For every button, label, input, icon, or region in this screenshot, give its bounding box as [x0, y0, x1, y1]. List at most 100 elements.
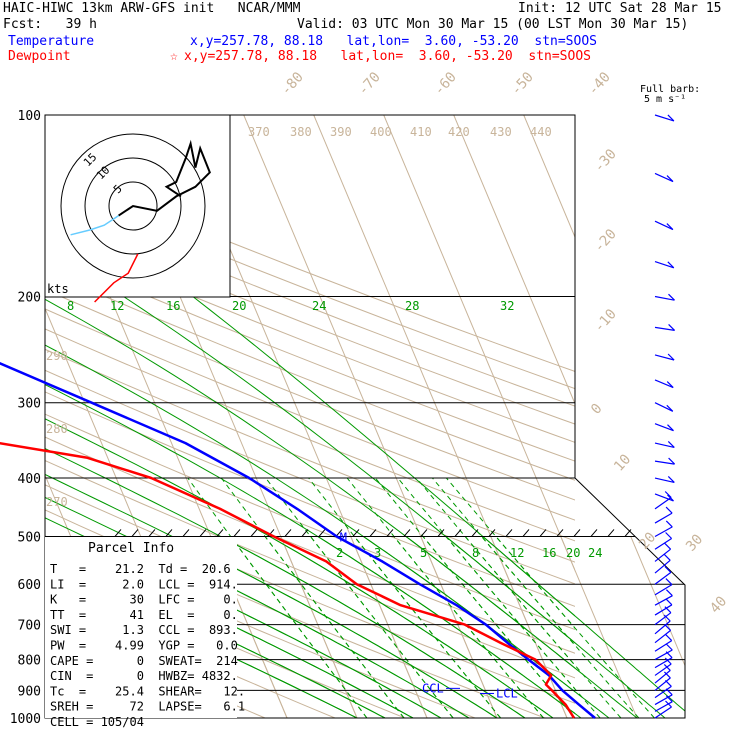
isotherm-line [420, 537, 498, 718]
wind-barb [654, 629, 671, 644]
isotherm-line [490, 537, 568, 718]
dry-adiabat-line [45, 181, 575, 390]
freezing-tick [199, 529, 207, 537]
pressure-label: 500 [18, 530, 41, 545]
dry-adiabat-label: 400 [370, 125, 392, 139]
moist-adiabat-line [269, 537, 554, 718]
wind-barb [654, 220, 674, 231]
dry-adiabat-label: 270 [46, 495, 68, 509]
wind-barb-flag [665, 532, 673, 539]
isotherm-label: -20 [591, 226, 620, 256]
wind-barb [654, 512, 673, 524]
isotherm-line [0, 115, 7, 718]
mixing-ratio-label: 8 [472, 546, 479, 560]
wind-barb [654, 584, 673, 596]
dry-adiabat-line [45, 233, 575, 443]
wind-barb [654, 571, 672, 585]
barb-legend-line1: Full barb: [640, 84, 701, 95]
mixing-ratio-line [495, 537, 655, 718]
isotherm-line [210, 537, 288, 718]
moist-adiabat-line [482, 537, 685, 712]
wind-barb-flag [666, 404, 674, 412]
isotherm-line [453, 115, 575, 406]
mixing-ratio-label: 32 [500, 299, 514, 313]
freezing-tick [556, 529, 564, 537]
freezing-tick [386, 529, 394, 537]
mixing-ratio-label: 24 [588, 546, 602, 560]
pressure-label: 700 [18, 619, 41, 634]
moist-adiabat-line [220, 537, 526, 718]
freezing-tick [437, 529, 445, 537]
freezing-tick [505, 529, 513, 537]
dry-adiabat-line [45, 328, 575, 542]
pressure-label: 800 [18, 654, 41, 669]
wind-barb [654, 620, 671, 635]
wind-barb-flag [663, 553, 671, 561]
mixing-ratio-label: 28 [405, 299, 419, 313]
parcel-info-row: K = 30 LFC = 0. [50, 593, 238, 607]
mixing-ratio-line [375, 477, 575, 718]
hodograph-ring [60, 133, 206, 279]
parcel-info-row: TT = 41 EL = 0. [50, 608, 238, 622]
temperature-trace [0, 362, 596, 719]
wind-barb-flag [668, 323, 676, 331]
wind-barb [654, 694, 673, 706]
isotherm-line [560, 537, 638, 718]
wind-barb-flag [664, 623, 672, 631]
valid-time: Valid: 03 UTC Mon 30 Mar 15 (00 LST Mon … [297, 17, 689, 32]
isotherm-label: -70 [355, 69, 384, 99]
mixing-ratio-label: 2 [336, 546, 343, 560]
isotherm-label: -50 [508, 69, 537, 99]
parcel-info-panel: Parcel Info T = 21.2 Td = 20.6LI = 2.0 LC… [45, 537, 245, 729]
moist-adiabat-line [445, 537, 666, 718]
moist-adiabat-line [172, 537, 498, 718]
freezing-tick [624, 529, 632, 537]
parcel-info-row: SREH = 72 LAPSE= 6.1 [50, 700, 245, 714]
ccl-label: CCL [422, 681, 444, 695]
wind-barb [654, 640, 673, 652]
wind-barb-flag [664, 606, 672, 614]
parcel-info-row: CIN = 0 HWBZ= 4832. [50, 669, 238, 683]
isotherm-label: 30 [683, 531, 706, 554]
parcel-info-row: CAPE = 0 SWEAT= 214 [50, 654, 238, 668]
hodograph-trace-main [118, 139, 211, 217]
wind-barb [654, 172, 674, 183]
dry-adiabat-label: 420 [448, 125, 470, 139]
wind-barb-flag [664, 491, 672, 498]
isotherm-label: -60 [431, 69, 460, 99]
dry-adiabat-label: 410 [410, 125, 432, 139]
parcel-info-row: T = 21.2 Td = 20.6 [50, 562, 231, 576]
freezing-tick [352, 529, 360, 537]
mixing-ratio-line [432, 477, 575, 647]
freezing-tick [148, 529, 156, 537]
parcel-info-title: Parcel Info [88, 541, 174, 556]
wind-barb [654, 423, 674, 432]
isotherm-label: 0 [588, 401, 606, 418]
freezing-tick [114, 529, 122, 537]
mixing-ratio-label: 20 [566, 546, 580, 560]
wind-barb-flag [667, 424, 674, 432]
dewpoint-legend-info: x,y=257.78, 88.18 lat,lon= 3.60, -53.20 … [184, 49, 591, 64]
moist-adiabat-line [405, 537, 638, 718]
dry-adiabat-line [45, 391, 575, 607]
wind-barb-flag [665, 589, 673, 597]
dry-adiabat-label: 370 [248, 125, 270, 139]
dry-adiabat-line [45, 413, 575, 631]
isotherm-line [594, 115, 740, 718]
dewpoint-legend-label: Dewpoint [8, 49, 71, 64]
wind-barb-flag [665, 700, 672, 708]
wind-barb-flag [665, 520, 673, 528]
dry-adiabat-line [45, 198, 575, 407]
pressure-axis-labels: 100 200 300 400 500 600 700 800 900 1000 [10, 109, 41, 727]
dry-adiabat-label: 390 [330, 125, 352, 139]
mixing-ratio-label: 5 [420, 546, 427, 560]
wind-barb [654, 526, 673, 538]
freezing-tick [284, 529, 292, 537]
wind-barb [654, 663, 672, 676]
wind-barb-flag [667, 440, 675, 448]
dry-adiabat-line [45, 270, 575, 481]
wind-barb-flag [665, 578, 673, 586]
dry-adiabat-label: 280 [46, 422, 68, 436]
wind-barb [654, 677, 671, 691]
